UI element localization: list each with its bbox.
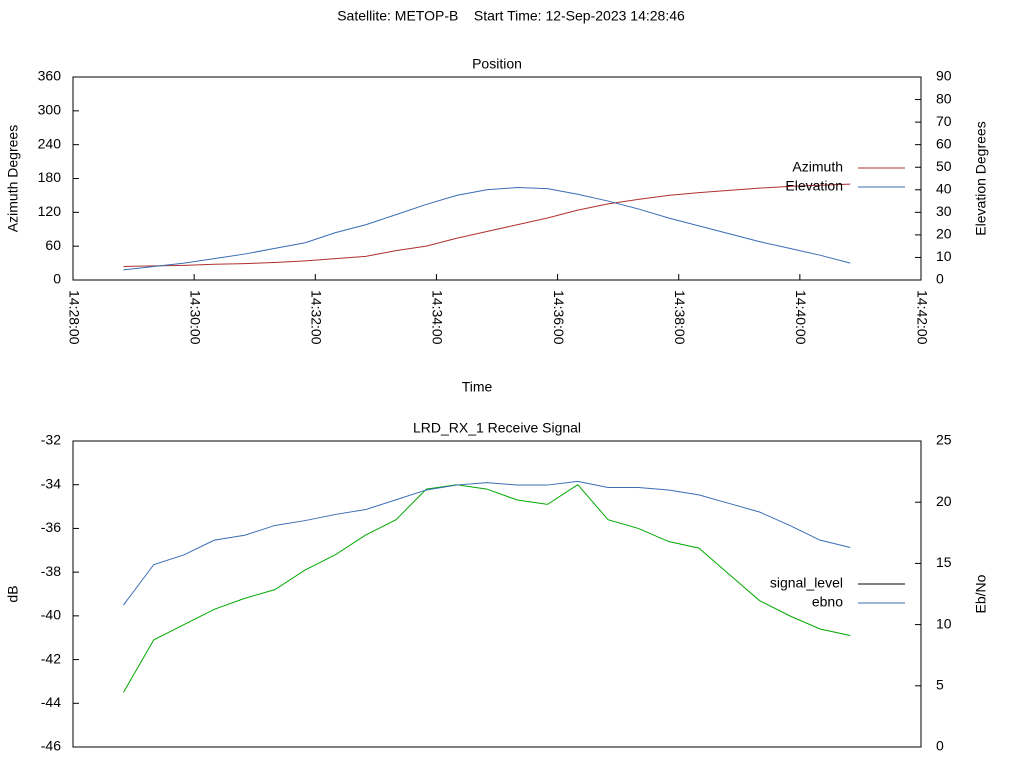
- y-tick-label: 240: [38, 135, 62, 151]
- chart-title: LRD_RX_1 Receive Signal: [413, 420, 581, 436]
- page-title: Satellite: METOP-B Start Time: 12-Sep-20…: [337, 8, 685, 24]
- x-tick-label: 14:30:00: [187, 290, 203, 345]
- y-tick-label: -42: [41, 650, 61, 666]
- y2-tick-label: 25: [936, 432, 952, 448]
- y-tick-label: -38: [41, 563, 61, 579]
- x-tick-label: 14:42:00: [914, 290, 930, 345]
- y2-tick-label: 20: [936, 493, 952, 509]
- y2-tick-label: 60: [936, 135, 952, 151]
- y-tick-label: -44: [41, 694, 61, 710]
- y-tick-label: 300: [38, 102, 62, 118]
- legend-label: ebno: [812, 594, 843, 610]
- series-line: [123, 183, 851, 267]
- series-line: [123, 187, 851, 271]
- y2-axis-label: Elevation Degrees: [973, 121, 989, 235]
- y-tick-label: -36: [41, 519, 61, 535]
- x-tick-label: 14:38:00: [672, 290, 688, 345]
- y2-tick-label: 50: [936, 158, 952, 174]
- y2-tick-label: 15: [936, 554, 952, 570]
- x-tick-label: 14:34:00: [430, 290, 446, 345]
- legend-label: Azimuth: [792, 159, 843, 175]
- legend-label: Elevation: [785, 178, 843, 194]
- y-tick-label: 60: [45, 237, 61, 253]
- y-tick-label: -32: [41, 432, 61, 448]
- y2-tick-label: 10: [936, 248, 952, 264]
- y2-tick-label: 5: [936, 677, 944, 693]
- y2-tick-label: 10: [936, 615, 952, 631]
- y2-tick-label: 70: [936, 113, 952, 129]
- series-line: [123, 484, 851, 693]
- y-tick-label: 180: [38, 169, 62, 185]
- series-line: [123, 480, 851, 606]
- y2-tick-label: 80: [936, 90, 952, 106]
- y-tick-label: 120: [38, 203, 62, 219]
- y2-axis-label: Eb/No: [973, 574, 989, 613]
- x-tick-label: 14:32:00: [309, 290, 325, 345]
- y2-tick-label: 30: [936, 203, 952, 219]
- plot-frame: [72, 440, 922, 748]
- legend-label: signal_level: [770, 575, 843, 591]
- x-axis-label: Time: [462, 379, 493, 395]
- y-tick-label: -34: [41, 475, 61, 491]
- y-axis-label: Azimuth Degrees: [5, 125, 21, 232]
- y2-tick-label: 0: [936, 738, 944, 754]
- y-tick-label: 360: [38, 68, 62, 84]
- y2-tick-label: 90: [936, 68, 952, 84]
- y-tick-label: -46: [41, 738, 61, 754]
- x-tick-label: 14:40:00: [793, 290, 809, 345]
- x-tick-label: 14:36:00: [551, 290, 567, 345]
- y2-tick-label: 40: [936, 180, 952, 196]
- x-tick-label: 14:28:00: [66, 290, 82, 345]
- y2-tick-label: 0: [936, 271, 944, 287]
- chart-title: Position: [472, 56, 522, 72]
- y-tick-label: 0: [53, 271, 61, 287]
- y2-tick-label: 20: [936, 226, 952, 242]
- y-axis-label: dB: [5, 585, 21, 602]
- y-tick-label: -40: [41, 607, 61, 623]
